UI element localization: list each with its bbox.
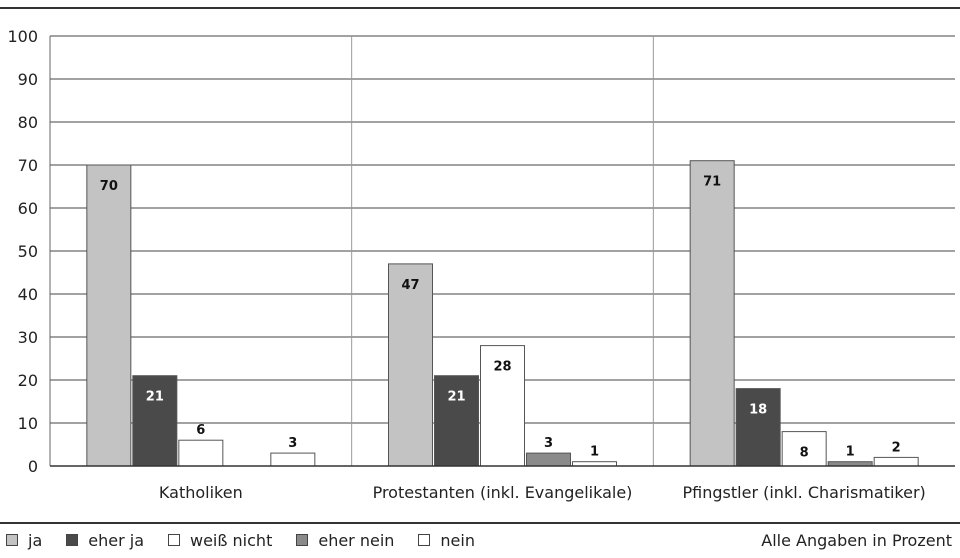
- data-label: 8: [800, 446, 809, 461]
- data-label: 6: [196, 423, 205, 438]
- data-label: 3: [544, 436, 553, 451]
- chart-svg: 0102030405060708090100702163Katholiken47…: [0, 7, 960, 502]
- legend-swatch: [296, 534, 309, 546]
- legend: ja eher ja weiß nicht eher nein nein Alle An…: [0, 522, 960, 556]
- legend-item: eher nein: [296, 531, 394, 550]
- legend-items: ja eher ja weiß nicht eher nein nein: [0, 531, 499, 550]
- data-label: 2: [892, 440, 901, 455]
- y-tick-label: 100: [7, 27, 38, 46]
- y-tick-label: 0: [28, 457, 38, 476]
- legend-item: eher ja: [66, 531, 144, 550]
- legend-item: nein: [418, 531, 475, 550]
- data-label: 3: [288, 436, 297, 451]
- legend-swatch: [168, 534, 180, 546]
- bar: [526, 452, 571, 467]
- data-label: 21: [146, 390, 164, 405]
- x-tick-label: Pfingstler (inkl. Charismatiker): [683, 483, 926, 502]
- y-tick-label: 30: [18, 328, 38, 347]
- bar: [689, 160, 735, 467]
- legend-label: eher ja: [88, 530, 144, 550]
- data-label: 70: [100, 179, 118, 194]
- x-tick-label: Katholiken: [159, 483, 243, 502]
- y-tick-label: 10: [18, 414, 38, 433]
- bar: [178, 439, 224, 467]
- bar: [270, 452, 316, 467]
- bar: [873, 456, 919, 467]
- legend-item: ja: [6, 531, 42, 550]
- bar: [388, 263, 433, 467]
- y-tick-label: 40: [18, 285, 38, 304]
- legend-label: nein: [440, 530, 475, 550]
- data-label: 18: [749, 403, 767, 418]
- bar: [86, 164, 132, 467]
- y-tick-label: 90: [18, 70, 38, 89]
- note: Alle Angaben in Prozent: [761, 530, 952, 550]
- data-label: 21: [447, 390, 465, 405]
- legend-label: eher nein: [318, 530, 395, 550]
- bar: [480, 345, 525, 467]
- y-tick-label: 50: [18, 242, 38, 261]
- y-tick-label: 20: [18, 371, 38, 390]
- bar: [132, 375, 178, 467]
- legend-swatch: [6, 534, 18, 546]
- data-label: 1: [590, 445, 599, 460]
- data-label: 1: [846, 445, 855, 460]
- legend-label: weiß nicht: [190, 530, 273, 550]
- data-label: 28: [493, 360, 511, 375]
- bar-chart: 0 10 20 30 40 50 60 70 80 90 100 70 21 6 3 Katholiken 47…: [0, 7, 960, 502]
- y-tick-label: 70: [18, 156, 38, 175]
- legend-swatch: [418, 534, 431, 546]
- y-tick-label: 60: [18, 199, 38, 218]
- bar: [781, 431, 827, 467]
- bar: [434, 375, 479, 467]
- bar: [735, 388, 781, 467]
- legend-swatch: [66, 534, 79, 546]
- x-tick-label: Protestanten (inkl. Evangelikale): [373, 483, 633, 502]
- legend-item: weiß nicht: [168, 531, 272, 550]
- legend-label: ja: [28, 530, 43, 550]
- y-tick-label: 80: [18, 113, 38, 132]
- data-label: 71: [703, 175, 721, 190]
- data-label: 47: [401, 278, 419, 293]
